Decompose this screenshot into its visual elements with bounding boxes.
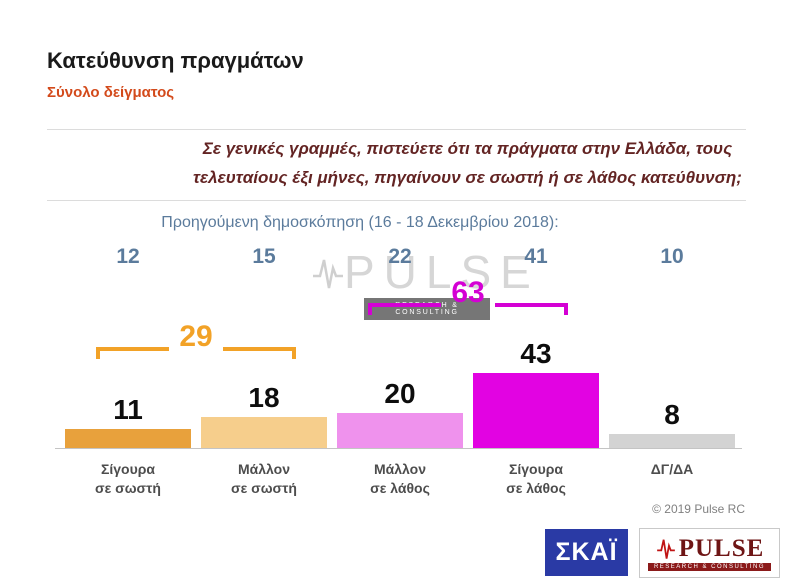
category-label: Μάλλον σε σωστή (231, 461, 297, 496)
bracket-line-left (96, 347, 170, 359)
bar (65, 429, 191, 448)
bar (609, 434, 735, 448)
sum-bracket: 29 (96, 322, 296, 359)
value-label: 18 (248, 382, 280, 413)
bar-column: 8 (604, 401, 740, 448)
pulse-logo: PULSE RESEARCH & CONSULTING (639, 528, 780, 578)
waveform-icon (313, 259, 343, 289)
divider-top (47, 129, 746, 130)
bar-chart: 11 18 20 43 8 (60, 290, 740, 448)
page-title: Κατεύθυνση πραγμάτων (47, 48, 304, 73)
category-labels-row: Σίγουρα σε σωστή Μάλλον σε σωστή Μάλλον σε… (60, 460, 740, 498)
survey-question-line-2: τελευταίους έξι μήνες, πηγαίνουν σε σωστ… (193, 168, 742, 187)
category-label: Σίγουρα σε λάθος (506, 461, 566, 496)
category-label: ΔΓ/ΔΑ (650, 461, 694, 477)
sum-bracket: 63 (368, 278, 568, 315)
bar-column: 20 (332, 380, 468, 448)
bar (337, 413, 463, 448)
previous-value: 22 (388, 245, 412, 268)
skai-logo: ΣΚΑΪ (545, 529, 628, 576)
bar-column: 43 (468, 340, 604, 448)
watermark-text: PULSE (344, 246, 540, 298)
bracket-line-right (222, 347, 296, 359)
survey-question: Σε γενικές γραμμές, πιστεύετε ότι τα πρά… (185, 134, 750, 192)
page-subtitle: Σύνολο δείγματος (47, 84, 175, 101)
value-label: 20 (384, 378, 416, 409)
previous-value: 15 (252, 245, 276, 268)
axis-line (55, 448, 742, 449)
pulse-logo-row: PULSE (655, 535, 765, 561)
value-label: 11 (113, 394, 143, 425)
pulse-logo-text: PULSE (678, 534, 765, 562)
copyright-text: © 2019 Pulse RC (652, 502, 745, 516)
pulse-waveform-icon (656, 539, 675, 559)
bar (473, 373, 599, 448)
watermark-row: PULSE (312, 248, 540, 296)
previous-value: 10 (660, 245, 684, 268)
survey-question-line-1: Σε γενικές γραμμές, πιστεύετε ότι τα πρά… (202, 139, 733, 158)
bar-column: 11 (60, 396, 196, 448)
previous-value: 12 (116, 245, 140, 268)
value-label: 8 (664, 399, 680, 430)
bar (201, 417, 327, 448)
bracket-sum-label: 63 (451, 276, 485, 309)
bracket-sum-label: 29 (179, 320, 213, 353)
previous-poll-label: Προηγούμενη δημοσκόπηση (16 - 18 Δεκεμβρ… (161, 214, 559, 231)
previous-values-row: 12 15 22 41 10 (60, 245, 740, 269)
bracket-line-right (494, 303, 568, 315)
pulse-logo-subtext: RESEARCH & CONSULTING (647, 563, 772, 571)
bracket-line-left (368, 303, 442, 315)
category-label: Σίγουρα σε σωστή (95, 461, 161, 496)
previous-value: 41 (524, 245, 548, 268)
category-label: Μάλλον σε λάθος (370, 461, 430, 496)
divider-bottom (47, 200, 746, 201)
bar-column: 18 (196, 384, 332, 448)
value-label: 43 (520, 338, 552, 369)
